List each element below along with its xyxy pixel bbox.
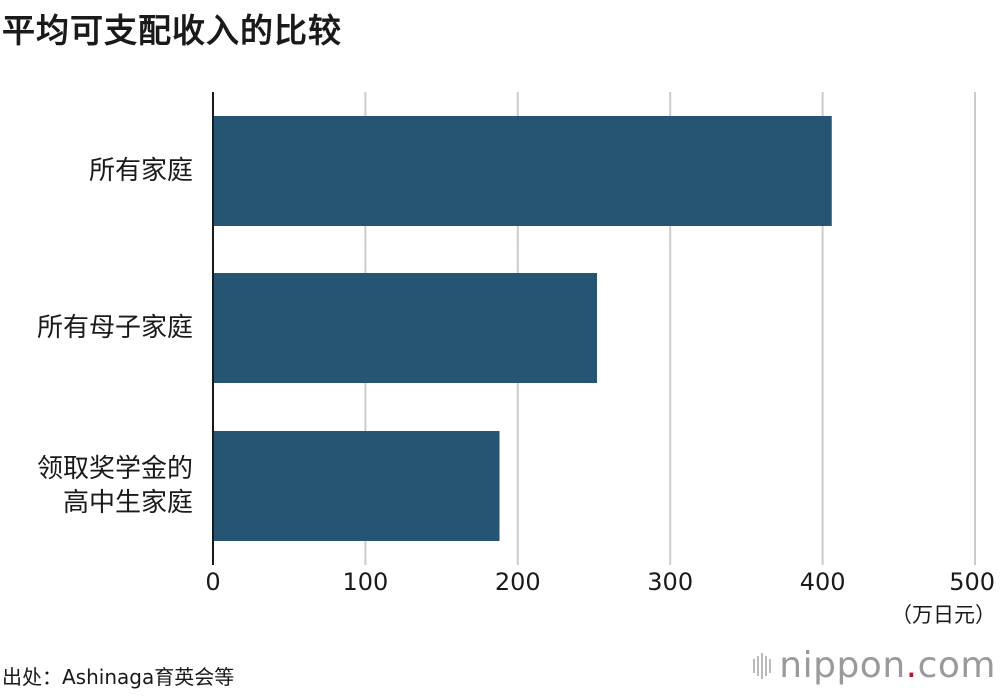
x-tick-label-5: 500	[949, 568, 995, 596]
category-label-0: 所有家庭	[89, 156, 193, 186]
x-unit-label: （万日元）	[891, 603, 996, 627]
category-label-2-line-1: 高中生家庭	[63, 488, 193, 518]
x-tick-label-0: 0	[205, 568, 220, 596]
logo-mark-icon	[753, 652, 772, 679]
logo-wordmark: nippon.com	[779, 645, 996, 686]
bar-0	[213, 116, 832, 226]
nippon-logo: nippon.com	[753, 645, 996, 686]
category-label-1: 所有母子家庭	[37, 313, 193, 343]
category-label-2-line-0: 领取奖学金的	[37, 454, 193, 484]
x-tick-label-2: 200	[495, 568, 541, 596]
chart-title: 平均可支配收入的比较	[2, 11, 342, 50]
logo-name: nippon	[779, 645, 906, 686]
x-tick-label-4: 400	[800, 568, 846, 596]
logo-tld: com	[917, 645, 996, 686]
bar-2	[213, 431, 500, 541]
logo-dot: .	[905, 645, 918, 686]
x-tick-label-3: 300	[647, 568, 693, 596]
bar-1	[213, 273, 598, 383]
x-tick-label-1: 100	[342, 568, 388, 596]
source-note: 出处：Ashinaga育英会等	[2, 665, 235, 689]
